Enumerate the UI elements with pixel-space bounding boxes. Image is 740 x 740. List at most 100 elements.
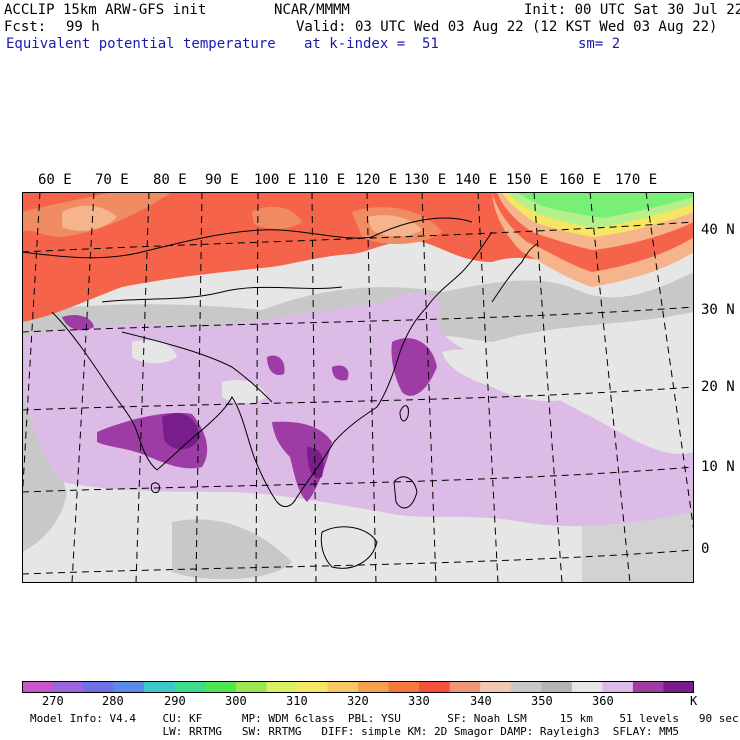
map-frame [22,192,694,583]
purple-core [391,338,437,396]
light-orange-patch [62,205,117,231]
meridian [533,192,563,583]
lon-label: 150 E [506,172,549,188]
colorbar-cell [52,681,84,693]
colorbar-tick-label: 340 [470,694,492,708]
meridian [421,192,437,583]
lat-label: 10 N [701,459,735,475]
parallel [22,386,694,411]
lon-label: 100 E [254,172,297,188]
meridian [22,192,41,503]
parallel [22,221,694,253]
colorbar [22,681,694,693]
colorbar-tick-label: 270 [42,694,64,708]
colorbar-tick-label: 300 [225,694,247,708]
meridian [645,192,694,533]
light-gray-hole [442,349,582,402]
colorbar-tick-label: 290 [164,694,186,708]
lat-label: 0 [701,541,710,557]
colorbar-cell [296,681,328,693]
island-philippines [393,476,418,509]
lon-label: 140 E [455,172,498,188]
island-sri-lanka [150,482,161,493]
colorbar-tick-label: 330 [408,694,430,708]
colorbar-cell [266,681,298,693]
lon-label: 170 E [615,172,658,188]
lon-label: 80 E [153,172,187,188]
colorbar-tick-label: 280 [102,694,124,708]
colorbar-tick-label: 310 [286,694,308,708]
colorbar-tick-label: 360 [592,694,614,708]
lon-label: 130 E [404,172,447,188]
init-time: Init: 00 UTC Sat 30 Jul 22 [524,2,740,18]
model-info-line2: LW: RRTMG SW: RRTMG DIFF: simple KM: 2D … [30,725,680,738]
colorbar-unit: K [690,694,698,708]
colorbar-cell [480,681,512,693]
org-label: NCAR/MMMM [274,2,350,18]
island-taiwan [399,405,409,422]
border [101,286,343,303]
colorbar-cell [327,681,359,693]
parallel [22,549,694,575]
border [22,217,473,259]
colorbar-cell [22,681,54,693]
parallel [22,466,694,493]
meridian [477,192,499,583]
field-name: Equivalent potential temperature [6,36,276,52]
fcst-label: Fcst: [4,19,47,35]
colorbar-cell [83,681,115,693]
colorbar-cell [358,681,390,693]
coastline [426,231,493,308]
valid-time: Valid: 03 UTC Wed 03 Aug 22 (12 KST Wed … [296,19,718,35]
purple-core [272,421,332,502]
colorbar-cell [419,681,451,693]
lon-label: 90 E [205,172,239,188]
orange-patch [252,206,302,229]
meridian [311,192,317,583]
island-borneo [320,526,378,569]
lon-label: 120 E [355,172,398,188]
coastline [51,311,158,471]
purple-core [267,355,285,376]
model-title: ACCLIP 15km ARW-GFS init [4,2,207,18]
light-orange-patch [367,215,422,237]
colorbar-cell [541,681,573,693]
coastline [156,396,298,508]
colorbar-cell [144,681,176,693]
lat-label: 20 N [701,379,735,395]
purple-core [307,447,324,479]
meridian [195,192,203,583]
lat-label: 30 N [701,302,735,318]
colorbar-cell [113,681,145,693]
theta-e-map [22,192,694,583]
border [121,331,273,403]
level-label: at k-index = 51 [304,36,439,52]
parallel [22,306,694,333]
colorbar-cell [235,681,267,693]
meridian [255,192,259,583]
colorbar-tick-label: 320 [347,694,369,708]
colorbar-cell [632,681,664,693]
lat-label: 40 N [701,222,735,238]
island-japan [491,243,538,303]
meridian [135,192,150,583]
colorbar-cell [663,681,694,693]
gray-patch [172,519,292,580]
colorbar-tick-label: 350 [531,694,553,708]
model-info-line1: Model Info: V4.4 CU: KF MP: WDM 6class P… [30,712,739,725]
lon-label: 160 E [559,172,602,188]
meridian [71,192,95,583]
fcst-value: 99 h [66,19,100,35]
colorbar-cell [388,681,420,693]
lon-label: 70 E [95,172,129,188]
meridian [366,192,377,583]
colorbar-cell [510,681,542,693]
colorbar-cell [205,681,237,693]
meridian [589,192,631,583]
colorbar-cell [571,681,603,693]
colorbar-cell [449,681,481,693]
green-band [517,192,694,218]
light-gray-hole [132,340,177,364]
lon-label: 110 E [303,172,346,188]
colorbar-cell [602,681,634,693]
